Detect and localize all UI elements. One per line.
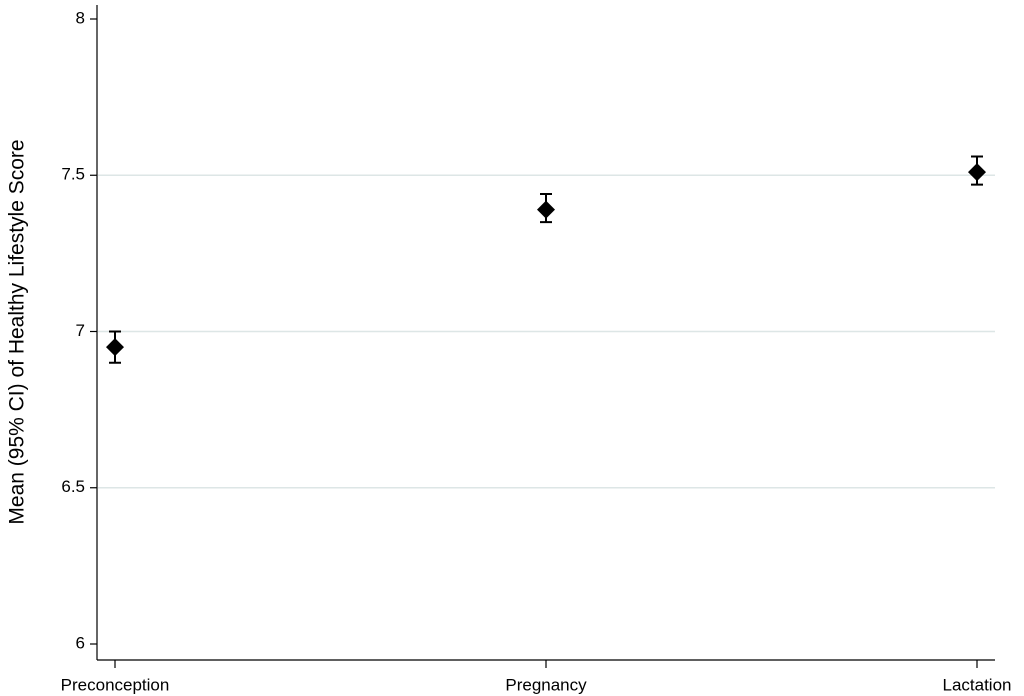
mean-marker [106, 338, 124, 357]
y-tick-label: 6 [76, 633, 85, 652]
y-tick-label: 8 [76, 8, 85, 27]
y-tick-label: 7.5 [61, 165, 85, 184]
mean-marker [968, 163, 986, 182]
x-tick-label: Preconception [61, 675, 170, 694]
y-axis-label: Mean (95% CI) of Healthy Lifestyle Score [6, 139, 29, 524]
x-tick-label: Lactation [943, 675, 1012, 694]
mean-marker [537, 200, 555, 219]
x-tick-label: Pregnancy [505, 675, 587, 694]
y-tick-label: 7 [76, 321, 85, 340]
y-tick-label: 6.5 [61, 477, 85, 496]
